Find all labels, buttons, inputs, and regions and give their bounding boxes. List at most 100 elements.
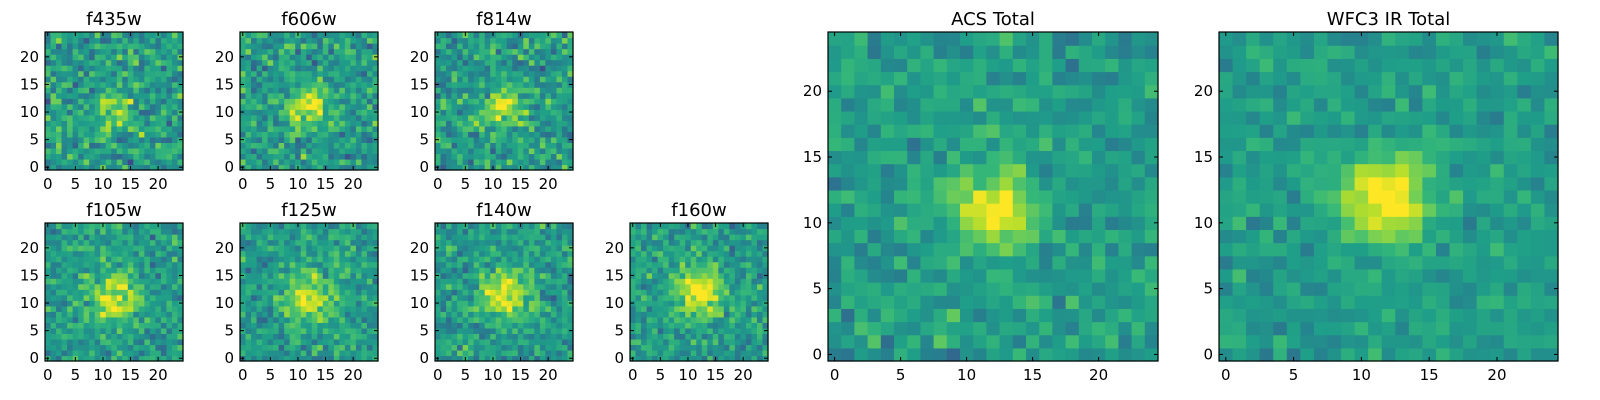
heatmap-cell [550, 43, 558, 50]
heatmap-cell [545, 261, 552, 268]
heatmap-cell [528, 228, 535, 235]
heatmap-cell [344, 153, 351, 160]
y-tick-label: 0 [29, 158, 39, 176]
heatmap-cell [251, 54, 258, 61]
heatmap-cell [756, 305, 764, 312]
heatmap-cell [854, 334, 869, 349]
heatmap-cell [273, 250, 280, 257]
heatmap-cell [630, 322, 637, 329]
heatmap-cell [561, 327, 569, 334]
heatmap-cell [116, 54, 123, 61]
heatmap-cell [127, 114, 134, 121]
heatmap-cell [67, 98, 74, 105]
heatmap-cell [322, 136, 329, 143]
heatmap-cell [561, 103, 569, 110]
heatmap-cell [322, 114, 329, 121]
heatmap-cell [328, 131, 335, 138]
heatmap-cell [468, 164, 475, 171]
heatmap-cell [556, 344, 563, 351]
heatmap-cell [127, 300, 134, 307]
heatmap-cell [435, 267, 442, 274]
heatmap-cell [344, 92, 351, 99]
heatmap-cell [880, 282, 895, 296]
heatmap-cell [490, 120, 497, 127]
heatmap-cell [361, 131, 368, 138]
heatmap-cell [740, 311, 747, 318]
heatmap-cell [171, 327, 179, 334]
heatmap-cell [867, 229, 882, 244]
heatmap-cell [245, 344, 252, 351]
heatmap-cell [78, 65, 85, 72]
heatmap-cell [311, 136, 318, 143]
heatmap-cell [245, 109, 252, 116]
heatmap-cell [67, 272, 74, 279]
heatmap-cell [133, 250, 140, 257]
heatmap-cell [512, 311, 519, 318]
heatmap-cell [745, 338, 753, 346]
heatmap-cell [550, 142, 558, 149]
heatmap-cell [462, 256, 469, 263]
heatmap-cell [696, 250, 703, 257]
heatmap-cell [539, 289, 546, 296]
heatmap-cell [473, 131, 480, 138]
heatmap-cell [144, 48, 151, 55]
heatmap-cell [484, 267, 491, 274]
heatmap-cell [446, 65, 453, 72]
heatmap-cell [122, 272, 129, 279]
heatmap-cell [284, 125, 291, 132]
heatmap-cell [550, 158, 558, 166]
heatmap-cell [155, 278, 162, 285]
heatmap-cell [495, 76, 502, 83]
heatmap-cell [484, 344, 491, 351]
heatmap-cell [539, 103, 546, 110]
heatmap-cell [138, 355, 145, 362]
heatmap-cell [149, 136, 156, 143]
heatmap-cell [457, 87, 464, 94]
heatmap-cell [1144, 268, 1159, 283]
heatmap-cell [89, 158, 96, 166]
heatmap-cell [451, 164, 458, 171]
heatmap-cell [284, 239, 291, 246]
heatmap-cell [289, 261, 296, 268]
heatmap-cell [50, 311, 57, 318]
heatmap-cell [171, 267, 179, 274]
heatmap-cell [61, 355, 68, 362]
heatmap-cell [539, 114, 546, 121]
heatmap-cell [138, 32, 145, 39]
heatmap-cell [361, 114, 368, 121]
heatmap-cell [679, 245, 686, 252]
heatmap-cell [267, 239, 274, 246]
heatmap-cell [740, 322, 747, 329]
heatmap-cell [539, 54, 546, 61]
heatmap-cell [550, 48, 558, 55]
heatmap-cell [322, 311, 329, 318]
heatmap-cell [1065, 308, 1080, 323]
heatmap-cell [300, 316, 307, 323]
heatmap-cell [517, 267, 524, 274]
heatmap-cell [663, 355, 670, 362]
heatmap-cell [539, 333, 546, 340]
heatmap-cell [56, 153, 63, 160]
heatmap-cell [105, 283, 112, 290]
heatmap-cell [479, 87, 486, 94]
heatmap-cell [100, 70, 107, 77]
heatmap-cell [339, 54, 346, 61]
heatmap-cell [556, 136, 563, 143]
heatmap-cell [528, 300, 535, 307]
heatmap-cell [355, 234, 363, 241]
heatmap-cell [440, 59, 447, 66]
heatmap-cell [83, 289, 90, 296]
heatmap-cell [701, 327, 708, 334]
heatmap-cell [100, 234, 107, 241]
heatmap-cell [284, 81, 291, 88]
heatmap-cell [138, 81, 145, 88]
heatmap-cell [149, 131, 156, 138]
heatmap-cell [479, 355, 486, 362]
heatmap-cell [100, 311, 107, 318]
heatmap-cell [473, 344, 480, 351]
heatmap-cell [160, 256, 168, 263]
heatmap-cell [484, 327, 491, 334]
heatmap-cell [105, 59, 112, 66]
heatmap-cell [372, 267, 379, 274]
heatmap-cell [745, 256, 753, 263]
